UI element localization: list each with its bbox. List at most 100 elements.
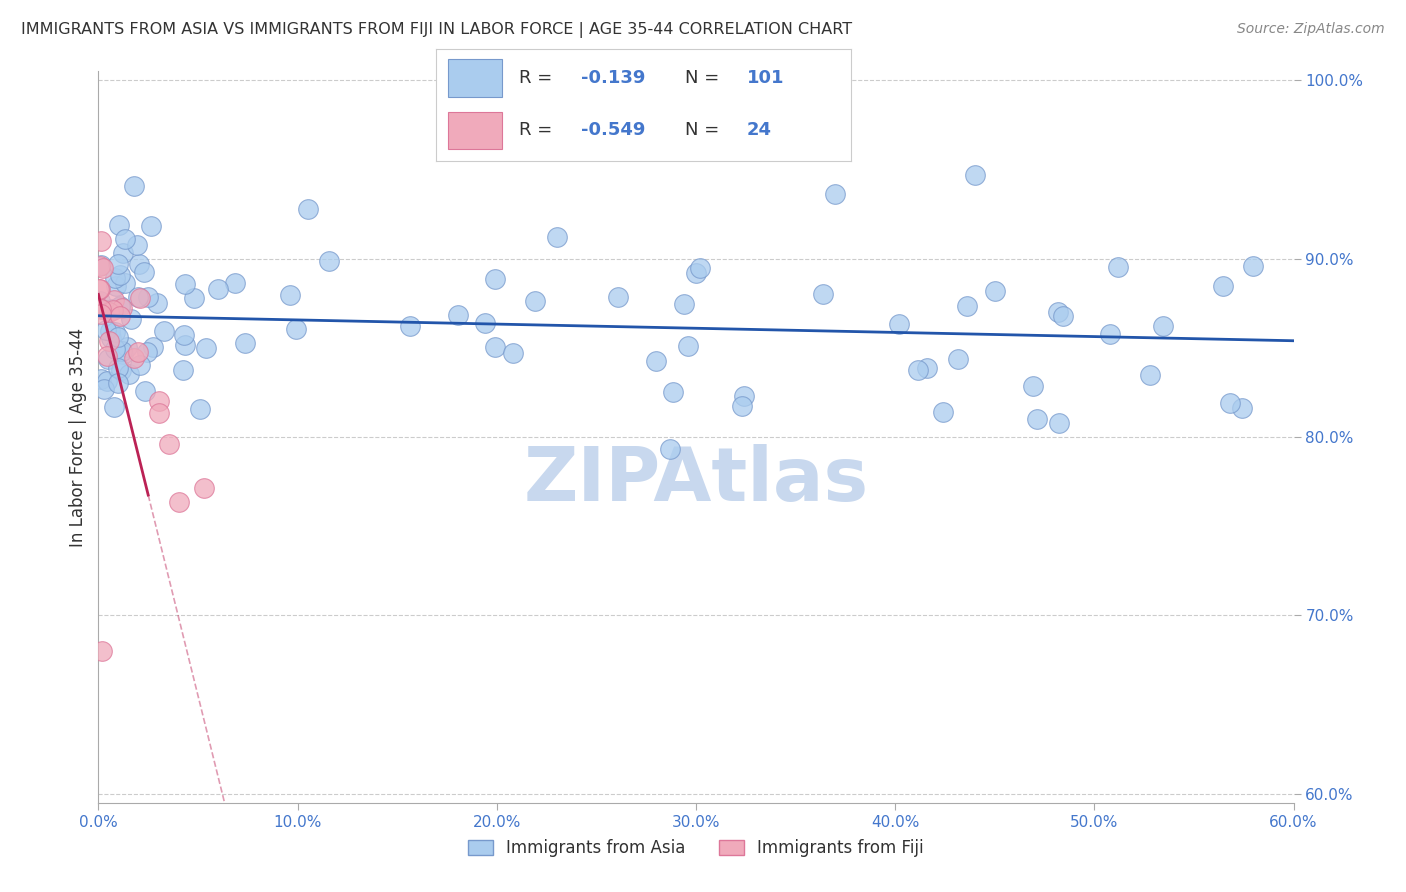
Point: [484, 340, 506, 354]
Point: [124, 351, 146, 365]
Point: [1241, 259, 1264, 273]
Point: [1026, 412, 1049, 426]
Point: [907, 363, 929, 377]
Point: [104, 279, 127, 293]
Text: 24: 24: [747, 121, 772, 139]
Point: [111, 344, 134, 359]
Point: [110, 363, 132, 377]
Point: [824, 187, 846, 202]
Point: [915, 361, 938, 376]
Point: [128, 256, 150, 270]
Point: [98, 305, 121, 319]
Point: [447, 308, 470, 322]
Text: -0.549: -0.549: [581, 121, 645, 139]
Point: [297, 202, 319, 216]
Point: [96, 374, 118, 388]
Point: [108, 218, 131, 232]
Point: [1230, 401, 1253, 415]
Point: [89, 282, 111, 296]
Point: [731, 399, 754, 413]
Point: [94, 323, 117, 337]
Point: [733, 389, 755, 403]
Point: [96, 349, 118, 363]
Text: ZIPAtlas: ZIPAtlas: [523, 444, 869, 517]
Point: [233, 336, 256, 351]
Point: [134, 384, 156, 398]
Legend: Immigrants from Asia, Immigrants from Fiji: Immigrants from Asia, Immigrants from Fi…: [461, 832, 931, 864]
Point: [183, 291, 205, 305]
Bar: [449, 112, 502, 150]
Point: [172, 363, 194, 377]
Point: [207, 282, 229, 296]
Point: [89, 259, 111, 273]
Point: [103, 400, 125, 414]
Point: [127, 290, 149, 304]
Point: [114, 276, 136, 290]
Point: [90, 234, 112, 248]
Point: [96, 302, 118, 317]
Point: [132, 265, 155, 279]
Point: [110, 299, 132, 313]
Point: [135, 345, 157, 359]
Point: [89, 294, 111, 309]
Point: [136, 290, 159, 304]
Point: [167, 495, 190, 509]
Point: [139, 219, 162, 233]
Point: [524, 294, 547, 309]
Point: [889, 318, 911, 332]
Point: [931, 405, 953, 419]
Point: [188, 401, 211, 416]
Point: [157, 436, 180, 450]
Point: [963, 168, 986, 182]
Point: [1047, 304, 1070, 318]
Point: [103, 293, 125, 307]
Point: [89, 301, 111, 316]
Point: [108, 268, 131, 282]
Point: [107, 376, 129, 391]
Point: [1052, 309, 1074, 323]
Point: [1219, 396, 1241, 410]
Point: [502, 346, 524, 360]
Point: [1022, 379, 1045, 393]
Point: [120, 312, 142, 326]
Bar: [449, 59, 502, 97]
Point: [676, 339, 699, 353]
Text: IMMIGRANTS FROM ASIA VS IMMIGRANTS FROM FIJI IN LABOR FORCE | AGE 35-44 CORRELAT: IMMIGRANTS FROM ASIA VS IMMIGRANTS FROM …: [21, 22, 852, 38]
Point: [124, 178, 146, 193]
Point: [194, 342, 217, 356]
Point: [91, 260, 114, 275]
Point: [90, 372, 112, 386]
Point: [174, 277, 197, 292]
Point: [811, 286, 834, 301]
Text: R =: R =: [519, 69, 558, 87]
Point: [98, 324, 121, 338]
Point: [104, 326, 127, 340]
Point: [100, 331, 122, 345]
Point: [399, 319, 422, 334]
Point: [606, 290, 628, 304]
Point: [90, 258, 112, 272]
Point: [91, 644, 114, 658]
Point: [127, 345, 149, 359]
Point: [111, 301, 134, 316]
Point: [662, 384, 685, 399]
Text: Source: ZipAtlas.com: Source: ZipAtlas.com: [1237, 22, 1385, 37]
Point: [142, 340, 165, 354]
Text: N =: N =: [685, 69, 724, 87]
Point: [129, 358, 152, 372]
Point: [1107, 260, 1129, 274]
Point: [645, 353, 668, 368]
Point: [101, 303, 124, 318]
Point: [107, 330, 129, 344]
Point: [193, 481, 215, 495]
Point: [1212, 278, 1234, 293]
Point: [148, 406, 170, 420]
Point: [129, 291, 152, 305]
Point: [152, 324, 174, 338]
Text: N =: N =: [685, 121, 724, 139]
Point: [984, 284, 1007, 298]
Point: [89, 282, 111, 296]
Point: [278, 288, 301, 302]
Text: R =: R =: [519, 121, 558, 139]
Point: [107, 360, 129, 375]
